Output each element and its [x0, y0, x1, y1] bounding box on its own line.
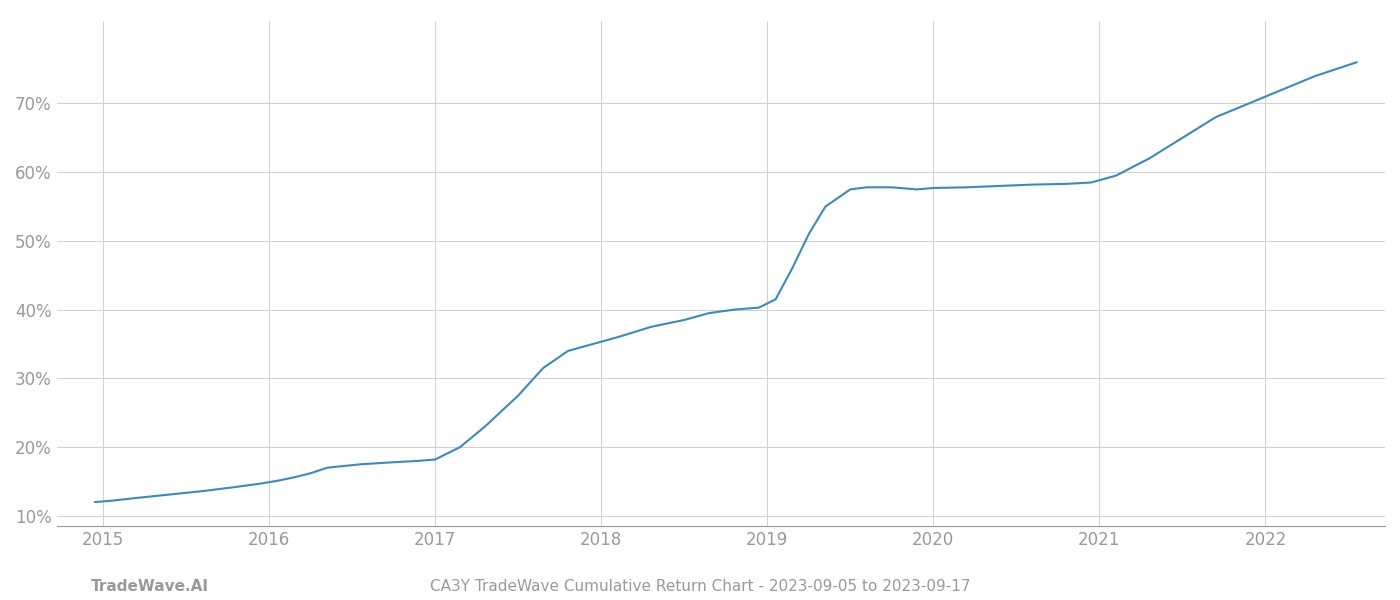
Text: CA3Y TradeWave Cumulative Return Chart - 2023-09-05 to 2023-09-17: CA3Y TradeWave Cumulative Return Chart -… — [430, 579, 970, 594]
Text: TradeWave.AI: TradeWave.AI — [91, 579, 209, 594]
